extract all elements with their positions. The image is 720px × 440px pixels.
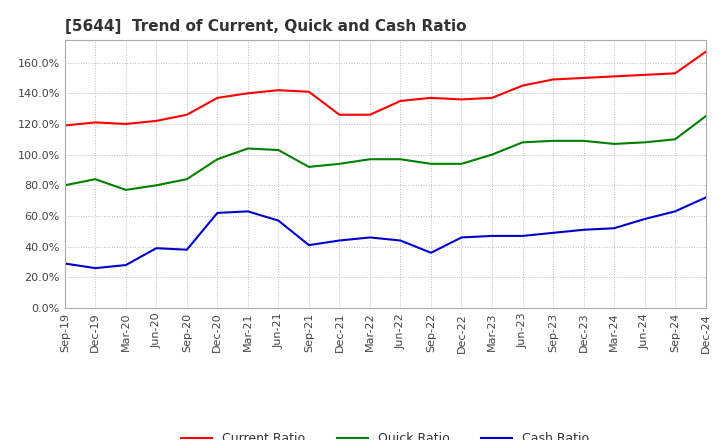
Quick Ratio	[610, 141, 618, 147]
Current Ratio	[579, 75, 588, 81]
Quick Ratio	[305, 164, 313, 169]
Cash Ratio	[183, 247, 192, 253]
Quick Ratio	[366, 157, 374, 162]
Quick Ratio	[91, 176, 99, 182]
Quick Ratio	[243, 146, 252, 151]
Quick Ratio	[274, 147, 283, 153]
Current Ratio	[91, 120, 99, 125]
Cash Ratio	[122, 262, 130, 268]
Cash Ratio	[518, 233, 527, 238]
Current Ratio	[549, 77, 557, 82]
Quick Ratio	[183, 176, 192, 182]
Current Ratio	[427, 95, 436, 100]
Cash Ratio	[91, 265, 99, 271]
Cash Ratio	[549, 230, 557, 235]
Quick Ratio	[60, 183, 69, 188]
Line: Current Ratio: Current Ratio	[65, 52, 706, 125]
Cash Ratio	[274, 218, 283, 223]
Cash Ratio	[60, 261, 69, 266]
Quick Ratio	[213, 157, 222, 162]
Quick Ratio	[487, 152, 496, 157]
Cash Ratio	[610, 226, 618, 231]
Text: [5644]  Trend of Current, Quick and Cash Ratio: [5644] Trend of Current, Quick and Cash …	[65, 19, 467, 34]
Current Ratio	[487, 95, 496, 100]
Current Ratio	[335, 112, 343, 117]
Cash Ratio	[152, 246, 161, 251]
Cash Ratio	[487, 233, 496, 238]
Cash Ratio	[671, 209, 680, 214]
Cash Ratio	[457, 235, 466, 240]
Current Ratio	[243, 91, 252, 96]
Current Ratio	[183, 112, 192, 117]
Current Ratio	[152, 118, 161, 124]
Quick Ratio	[335, 161, 343, 166]
Cash Ratio	[305, 242, 313, 248]
Quick Ratio	[396, 157, 405, 162]
Current Ratio	[213, 95, 222, 100]
Cash Ratio	[213, 210, 222, 216]
Cash Ratio	[396, 238, 405, 243]
Quick Ratio	[518, 140, 527, 145]
Quick Ratio	[152, 183, 161, 188]
Current Ratio	[122, 121, 130, 127]
Quick Ratio	[122, 187, 130, 193]
Current Ratio	[366, 112, 374, 117]
Current Ratio	[305, 89, 313, 95]
Current Ratio	[610, 74, 618, 79]
Current Ratio	[640, 72, 649, 77]
Quick Ratio	[701, 114, 710, 119]
Current Ratio	[671, 71, 680, 76]
Cash Ratio	[335, 238, 343, 243]
Cash Ratio	[366, 235, 374, 240]
Quick Ratio	[427, 161, 436, 166]
Quick Ratio	[579, 138, 588, 143]
Legend: Current Ratio, Quick Ratio, Cash Ratio: Current Ratio, Quick Ratio, Cash Ratio	[176, 427, 594, 440]
Line: Cash Ratio: Cash Ratio	[65, 198, 706, 268]
Cash Ratio	[579, 227, 588, 232]
Line: Quick Ratio: Quick Ratio	[65, 116, 706, 190]
Cash Ratio	[427, 250, 436, 256]
Current Ratio	[274, 88, 283, 93]
Current Ratio	[457, 97, 466, 102]
Quick Ratio	[549, 138, 557, 143]
Current Ratio	[396, 98, 405, 103]
Quick Ratio	[640, 140, 649, 145]
Current Ratio	[60, 123, 69, 128]
Quick Ratio	[457, 161, 466, 166]
Current Ratio	[518, 83, 527, 88]
Cash Ratio	[243, 209, 252, 214]
Cash Ratio	[701, 195, 710, 200]
Current Ratio	[701, 49, 710, 55]
Cash Ratio	[640, 216, 649, 222]
Quick Ratio	[671, 137, 680, 142]
